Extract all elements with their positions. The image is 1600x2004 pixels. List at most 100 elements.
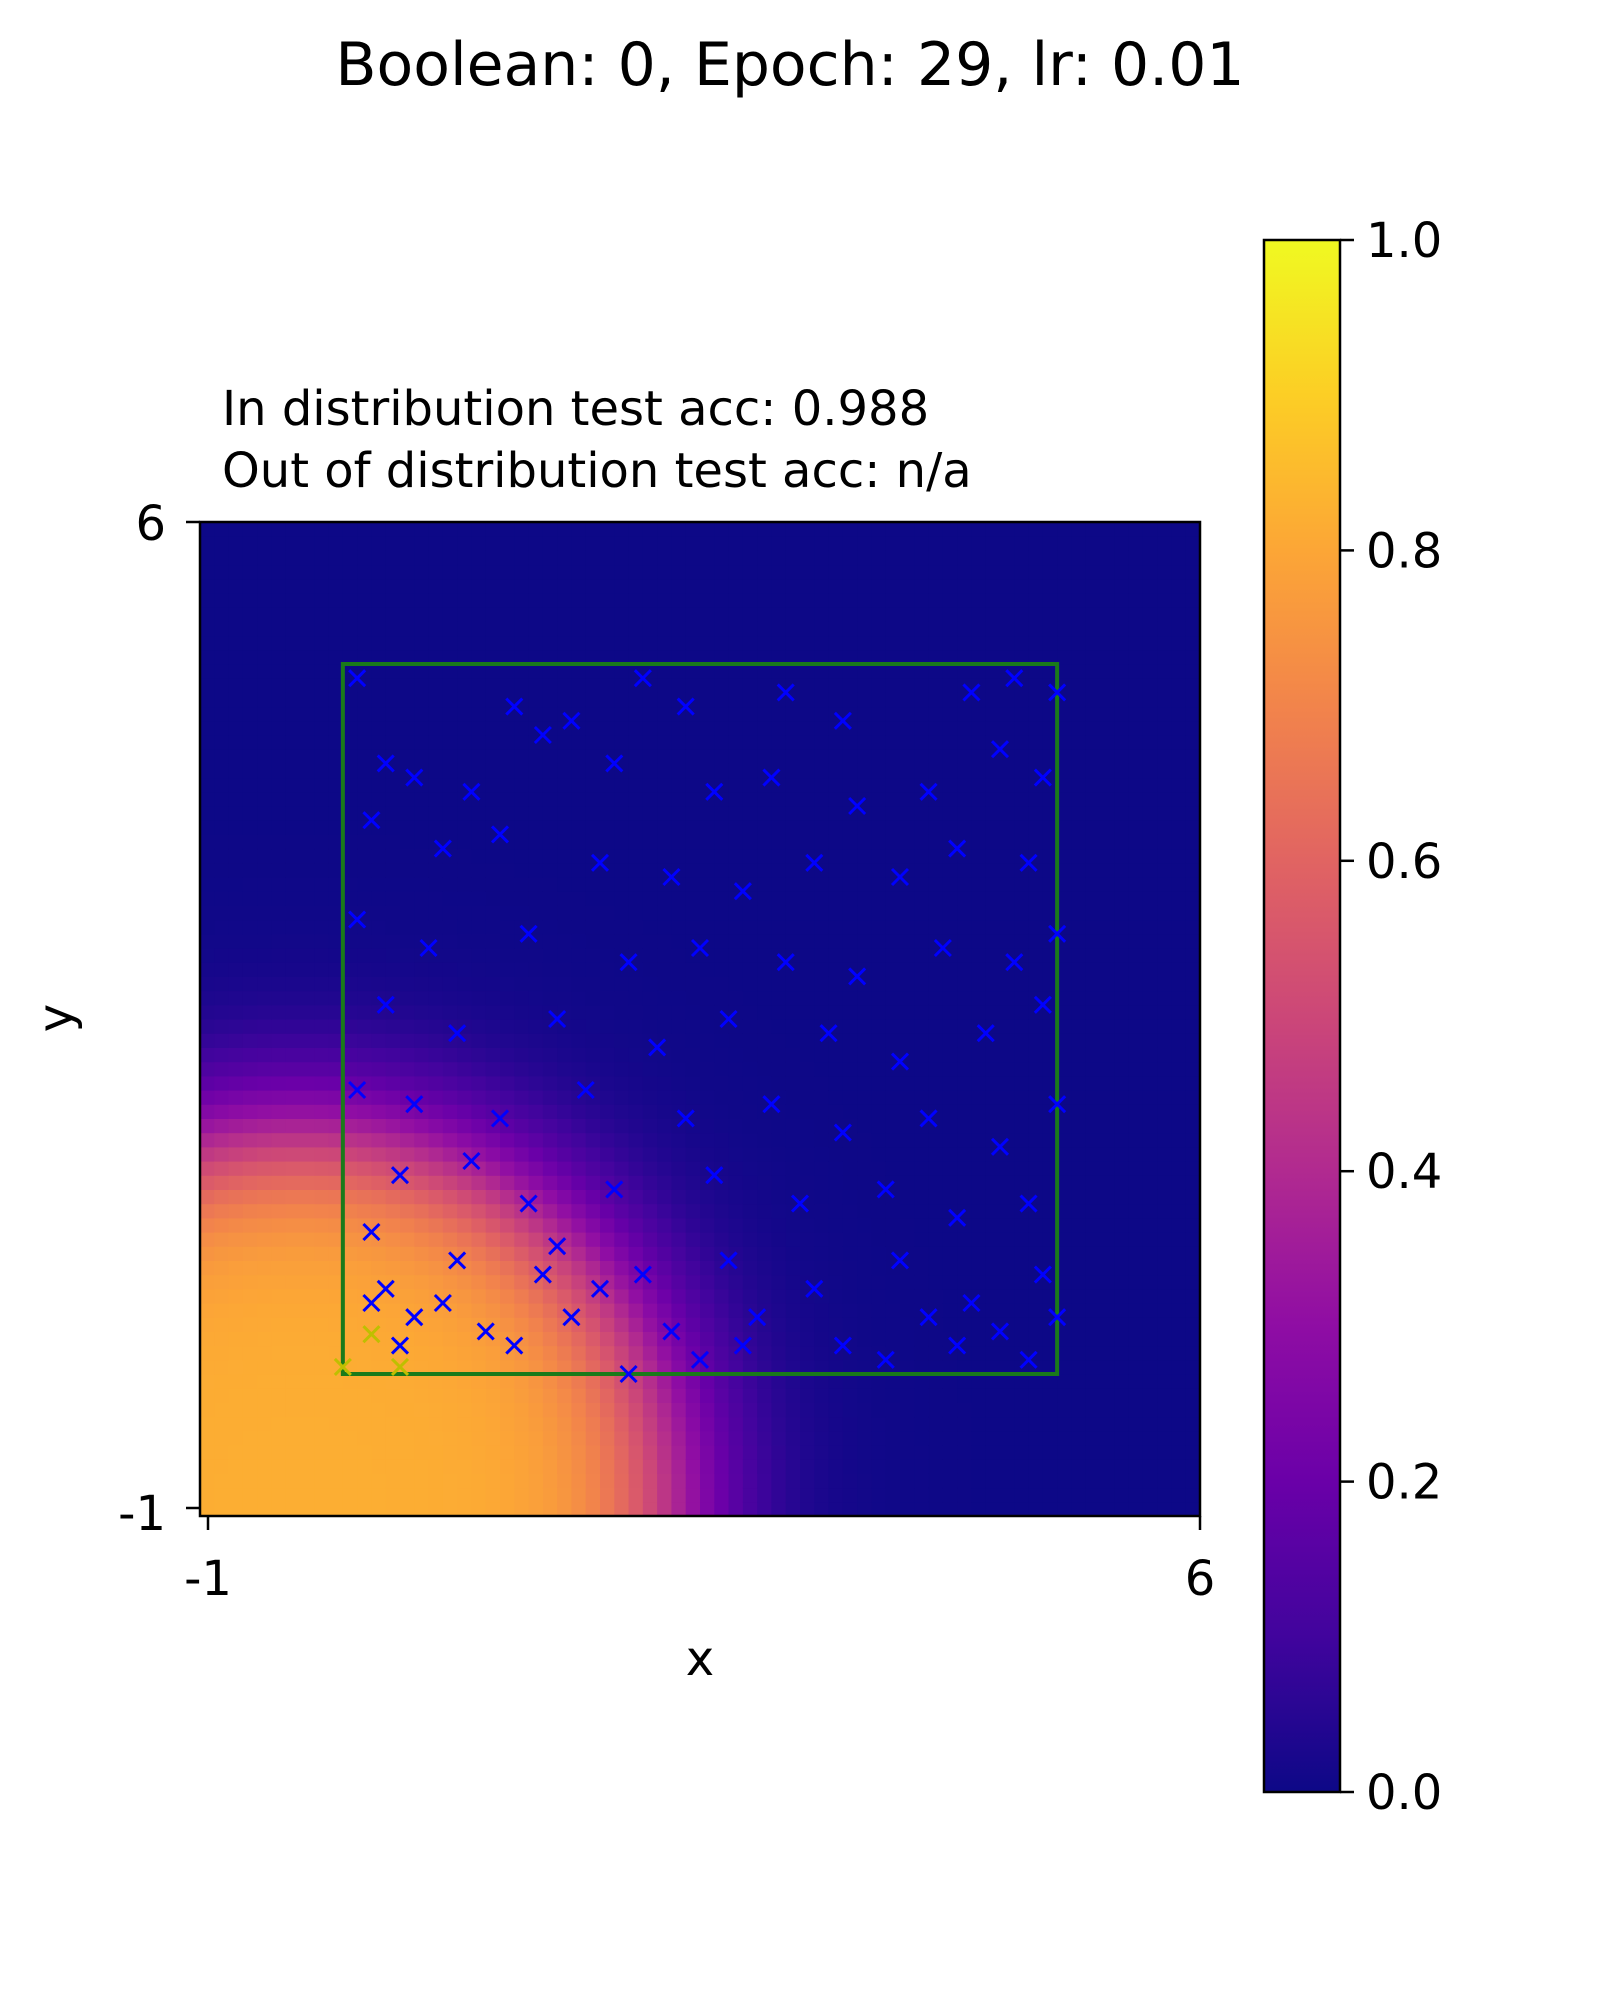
heatmap-cell <box>214 1161 230 1176</box>
heatmap-cell <box>971 763 987 779</box>
heatmap-cell <box>328 1104 344 1119</box>
heatmap-cell <box>414 720 430 736</box>
heatmap-cell <box>928 848 944 864</box>
heatmap-cell <box>1042 550 1058 566</box>
heatmap-cell <box>214 1288 230 1304</box>
heatmap-cell <box>985 536 1001 551</box>
heatmap-cell <box>500 1303 515 1318</box>
heatmap-cell <box>528 763 544 779</box>
heatmap-cell <box>485 1288 501 1304</box>
heatmap-cell <box>285 621 301 637</box>
heatmap-cell <box>1157 834 1173 850</box>
heatmap-cell <box>614 522 630 537</box>
heatmap-cell <box>942 1416 958 1432</box>
point-marker-class-0 <box>1005 669 1024 688</box>
heatmap-cell <box>957 664 973 679</box>
heatmap-cell <box>657 720 673 736</box>
heatmap-cell <box>485 1175 501 1190</box>
heatmap-cell <box>842 578 858 594</box>
heatmap-cell <box>271 1416 287 1432</box>
heatmap-cell <box>200 706 215 722</box>
heatmap-cell <box>785 976 801 992</box>
heatmap-cell <box>957 1047 973 1063</box>
heatmap-cell <box>1071 820 1087 835</box>
heatmap-cell <box>514 1487 530 1503</box>
heatmap-cell <box>814 607 830 622</box>
heatmap-cell <box>1100 1501 1115 1516</box>
point-marker-class-0 <box>362 1293 381 1313</box>
heatmap-cell <box>414 1501 430 1516</box>
heatmap-cell <box>471 834 487 850</box>
heatmap-cell <box>957 1473 973 1489</box>
heatmap-cell <box>300 1416 315 1432</box>
heatmap-cell <box>214 820 230 835</box>
heatmap-cell <box>757 919 773 935</box>
heatmap-cell <box>428 550 444 566</box>
heatmap-cell <box>985 1161 1001 1176</box>
heatmap-cell <box>528 1288 544 1304</box>
heatmap-cell <box>828 1359 844 1375</box>
heatmap-cell <box>1171 1004 1187 1020</box>
heatmap-cell <box>628 1416 644 1432</box>
heatmap-cell <box>371 976 387 992</box>
heatmap-cell <box>785 1445 801 1460</box>
heatmap-cell <box>1128 1146 1144 1162</box>
point-marker-class-0 <box>833 1336 852 1355</box>
heatmap-cell <box>428 1487 444 1503</box>
heatmap-cell <box>557 1430 573 1446</box>
heatmap-cell <box>1171 763 1187 779</box>
heatmap-cell <box>1185 536 1200 551</box>
heatmap-cell <box>342 834 358 850</box>
heatmap-cell <box>957 1132 973 1148</box>
heatmap-cell <box>842 1104 858 1119</box>
heatmap-cell <box>957 1402 973 1418</box>
heatmap-cell <box>342 578 358 594</box>
heatmap-cell <box>428 1019 444 1034</box>
heatmap-cell <box>328 1161 344 1176</box>
heatmap-cell <box>742 1004 758 1020</box>
heatmap-cell <box>600 1118 615 1134</box>
heatmap-cell <box>1114 891 1130 906</box>
heatmap-cell <box>657 1359 673 1375</box>
heatmap-cell <box>400 578 415 594</box>
heatmap-cell <box>942 1459 958 1474</box>
heatmap-cell <box>1000 877 1015 892</box>
heatmap-cell <box>500 1203 515 1219</box>
heatmap-cell <box>928 1402 944 1418</box>
heatmap-cell <box>1171 891 1187 906</box>
heatmap-cell <box>542 1146 558 1162</box>
heatmap-cell <box>742 919 758 935</box>
heatmap-cell <box>757 1175 773 1190</box>
heatmap-cell <box>285 1303 301 1318</box>
heatmap-cell <box>642 976 658 992</box>
heatmap-cell <box>600 1374 615 1389</box>
heatmap-cell <box>314 990 330 1006</box>
heatmap-cell <box>814 1146 830 1162</box>
heatmap-cell <box>742 635 758 651</box>
heatmap-cell <box>771 806 787 821</box>
heatmap-cell <box>414 1473 430 1489</box>
heatmap-cell <box>1128 1331 1144 1347</box>
heatmap-cell <box>857 607 873 622</box>
heatmap-cell <box>800 1473 815 1489</box>
heatmap-cell <box>414 607 430 622</box>
heatmap-cell <box>614 877 630 892</box>
heatmap-cell <box>642 1374 658 1389</box>
heatmap-cell <box>257 607 273 622</box>
heatmap-cell <box>657 692 673 708</box>
heatmap-cell <box>614 1061 630 1077</box>
heatmap-cell <box>1142 806 1158 821</box>
heatmap-cell <box>528 593 544 608</box>
heatmap-cell <box>400 905 415 921</box>
heatmap-cell <box>1128 749 1144 764</box>
heatmap-cell <box>357 621 373 637</box>
heatmap-cell <box>842 1317 858 1332</box>
heatmap-cell <box>614 891 630 906</box>
heatmap-cell <box>728 1033 744 1048</box>
heatmap-cell <box>328 649 344 665</box>
heatmap-cell <box>571 919 587 935</box>
heatmap-cell <box>1000 536 1015 551</box>
heatmap-cell <box>1014 1061 1030 1077</box>
heatmap-cell <box>385 1317 401 1332</box>
heatmap-cell <box>1100 1459 1115 1474</box>
